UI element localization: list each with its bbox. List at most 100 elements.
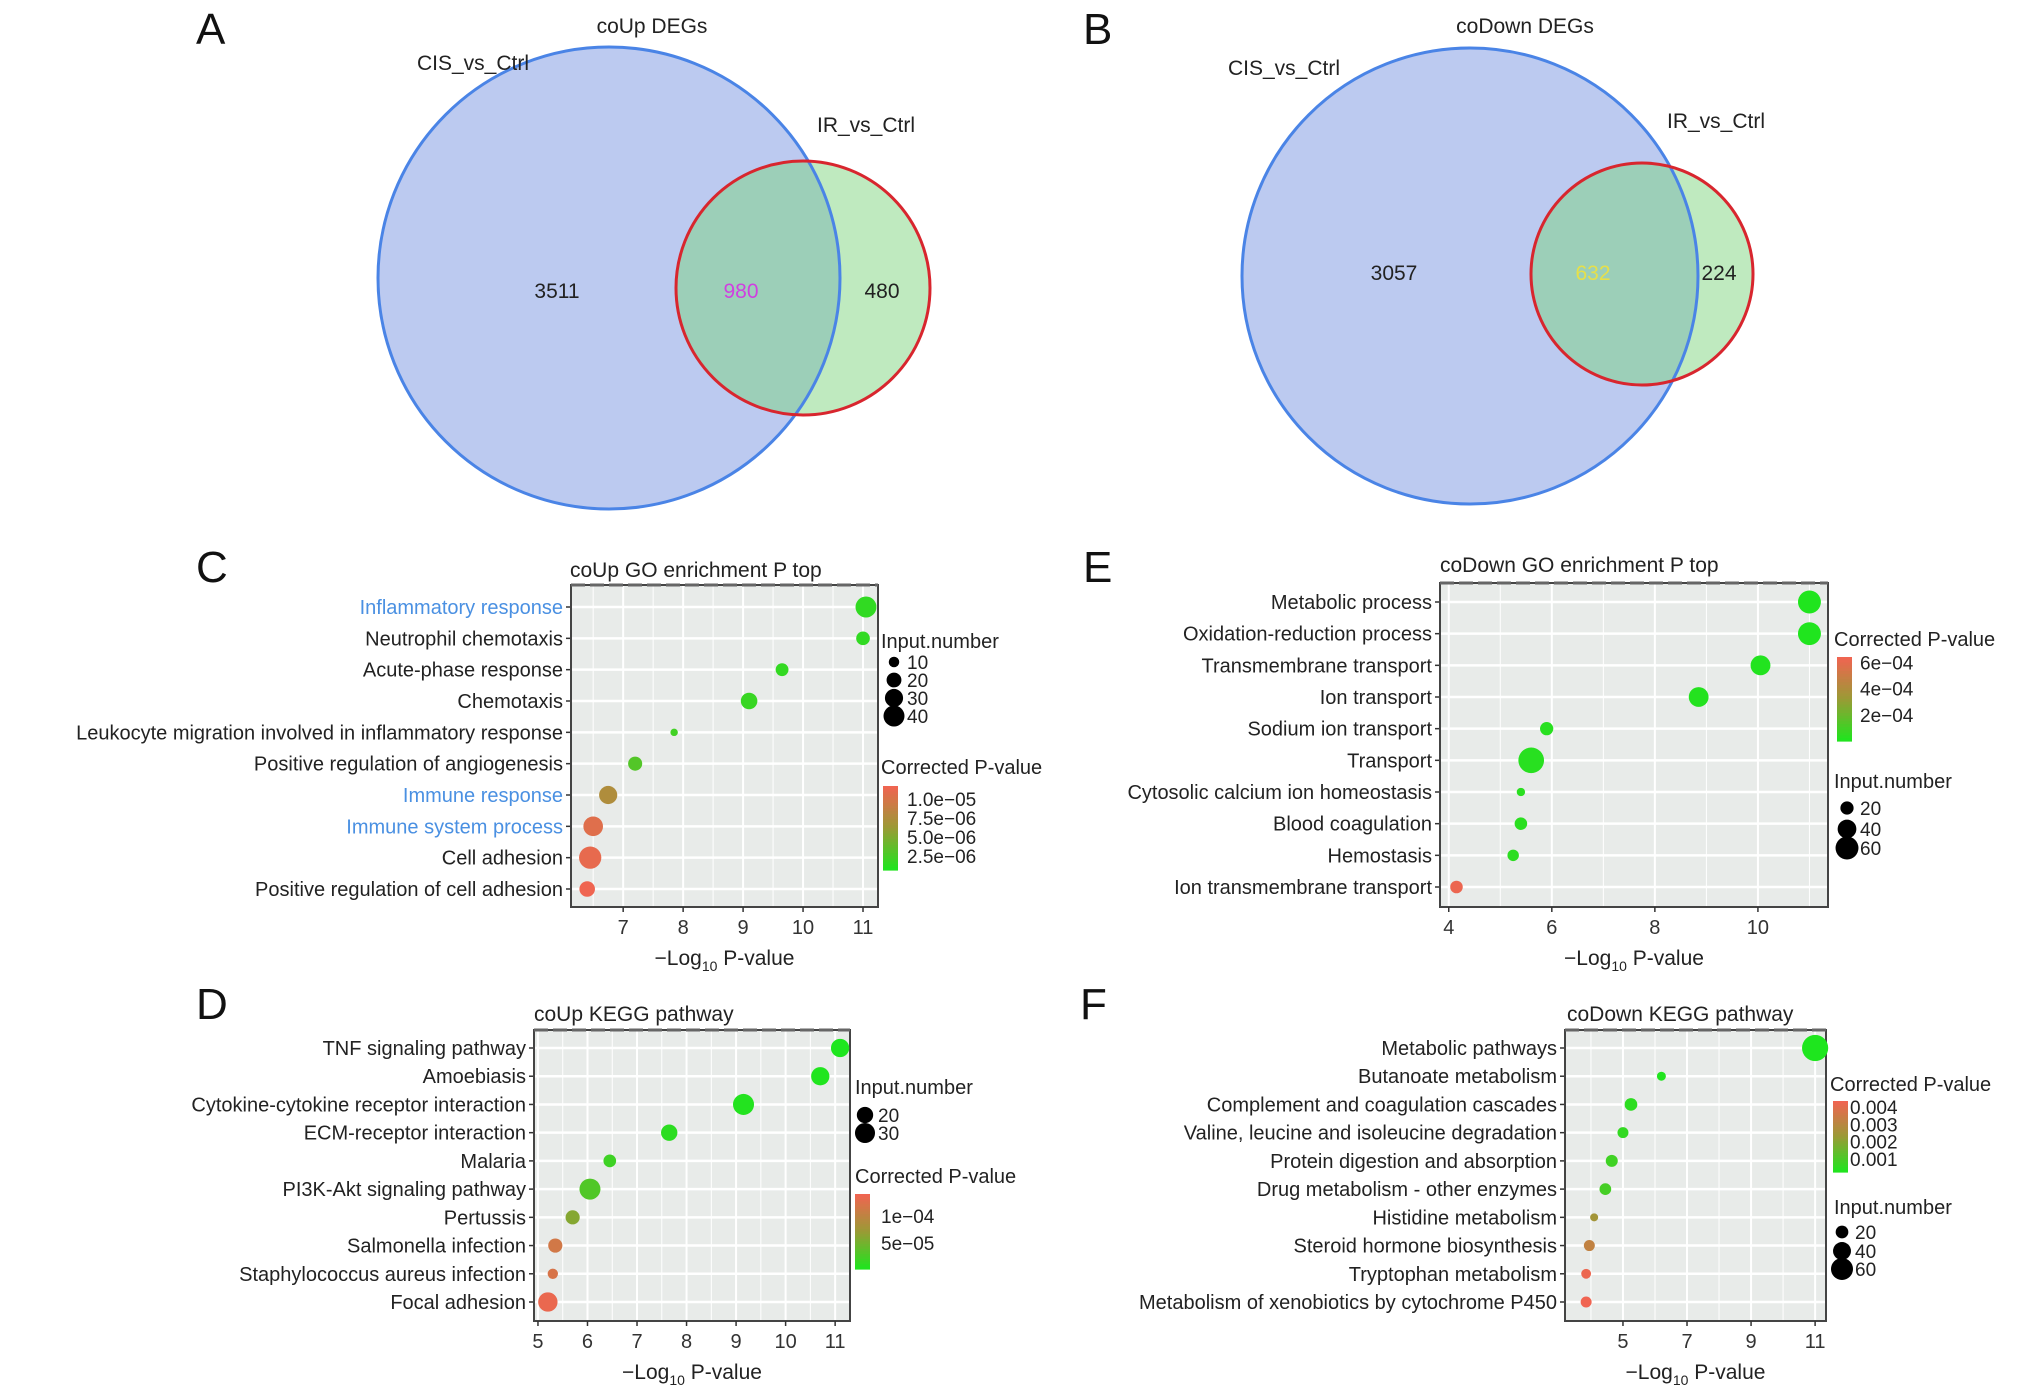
- colorbar-segment: [1837, 685, 1852, 689]
- colorbar-segment: [883, 797, 898, 801]
- colorbar-segment: [1837, 657, 1852, 661]
- colorbar-label: 5.0e−06: [907, 828, 976, 849]
- colorbar-segment: [1833, 1150, 1848, 1154]
- x-tick-label: 5: [1617, 1331, 1628, 1353]
- colorbar-label: 0.001: [1850, 1150, 1898, 1171]
- chart-title: coUp GO enrichment P top: [570, 559, 822, 582]
- y-tick-label: TNF signaling pathway: [323, 1038, 526, 1060]
- colorbar-segment: [1837, 659, 1852, 664]
- venn-left-outline: [1240, 46, 1700, 506]
- x-tick-label: 7: [1681, 1331, 1692, 1353]
- data-point: [732, 1093, 755, 1115]
- data-point: [547, 1268, 558, 1279]
- chart-title: coDown KEGG pathway: [1567, 1003, 1794, 1026]
- colorbar-segment: [1837, 668, 1852, 672]
- data-point: [1516, 787, 1526, 797]
- colorbar-segment: [883, 788, 898, 793]
- y-tick-label: Positive regulation of cell adhesion: [255, 879, 563, 901]
- colorbar-segment: [1837, 707, 1852, 711]
- x-tick-label: 5: [532, 1331, 543, 1353]
- data-point: [579, 1178, 601, 1200]
- size-legend-key: [886, 672, 902, 688]
- x-axis-title-sub: 10: [702, 958, 718, 974]
- y-tick-label: Cell adhesion: [442, 848, 563, 870]
- x-tick-label: 9: [738, 917, 749, 939]
- colorbar-segment: [855, 1201, 870, 1205]
- colorbar-segment: [1837, 704, 1852, 708]
- x-tick-label: 11: [853, 917, 874, 939]
- data-point: [1624, 1098, 1638, 1111]
- colorbar-segment: [1833, 1108, 1848, 1112]
- colorbar-segment: [855, 1234, 870, 1238]
- colorbar-segment: [883, 791, 898, 795]
- x-tick-label: 6: [582, 1331, 593, 1353]
- venn-panel-a: A coUp DEGs CIS_vs_Ctrl IR_vs_Ctrl 3511 …: [196, 5, 932, 511]
- venn-title: coDown DEGs: [1456, 15, 1594, 38]
- data-point: [1617, 1127, 1629, 1139]
- panel-label: C: [196, 543, 228, 592]
- colorbar-segment: [1837, 732, 1852, 736]
- colorbar-segment: [855, 1266, 870, 1270]
- colorbar-segment: [1837, 665, 1852, 669]
- colorbar-segment: [1833, 1169, 1848, 1173]
- plot-panel: [1565, 1030, 1826, 1321]
- colorbar-segment: [1833, 1122, 1848, 1126]
- y-tick-label: Ion transmembrane transport: [1174, 877, 1432, 899]
- y-tick-label: Cytokine-cytokine receptor interaction: [191, 1094, 526, 1116]
- colorbar-segment: [855, 1206, 870, 1210]
- y-tick-label: ECM-receptor interaction: [304, 1123, 526, 1145]
- colorbar-segment: [855, 1226, 870, 1230]
- size-legend-key: [884, 688, 904, 708]
- size-legend-label: 60: [1860, 839, 1881, 860]
- colorbar-segment: [855, 1236, 870, 1240]
- colorbar-segment: [855, 1241, 870, 1245]
- x-tick-label: 10: [774, 1331, 796, 1353]
- colorbar-segment: [1837, 724, 1852, 728]
- x-axis-title-prefix: −Log: [1626, 1361, 1673, 1384]
- x-tick-label: 10: [1747, 917, 1769, 939]
- x-tick-label: 8: [681, 1331, 692, 1353]
- colorbar-segment: [1837, 662, 1852, 666]
- colorbar-segment: [1833, 1112, 1848, 1116]
- y-tick-label: Immune response: [403, 785, 563, 807]
- colorbar-segment: [1837, 676, 1852, 680]
- colorbar-segment: [1833, 1155, 1848, 1159]
- x-axis-title: −Log10 P-value: [655, 947, 795, 974]
- x-axis-title-prefix: −Log: [622, 1361, 669, 1384]
- y-tick-label: Inflammatory response: [360, 597, 563, 619]
- colorbar-label: 0.004: [1850, 1098, 1898, 1119]
- color-legend-title: Corrected P-value: [1830, 1074, 1991, 1096]
- size-legend-title: Input.number: [881, 631, 999, 653]
- venn-set-left-label: CIS_vs_Ctrl: [417, 52, 529, 75]
- y-tick-label: Immune system process: [346, 816, 563, 838]
- colorbar-segment: [1837, 671, 1852, 675]
- venn-right-only-count: 224: [1701, 262, 1736, 285]
- data-point: [1514, 817, 1528, 830]
- colorbar-segment: [1833, 1115, 1848, 1119]
- y-tick-label: Drug metabolism - other enzymes: [1257, 1179, 1557, 1201]
- data-point: [1581, 1268, 1592, 1279]
- colorbar-segment: [855, 1264, 870, 1268]
- data-point: [1599, 1183, 1612, 1195]
- colorbar-segment: [855, 1251, 870, 1255]
- colorbar-segment: [855, 1224, 870, 1228]
- colorbar-segment: [855, 1211, 870, 1215]
- colorbar-label: 5e−05: [881, 1234, 934, 1255]
- venn-left-outline: [376, 45, 842, 511]
- colorbar-segment: [1837, 718, 1852, 722]
- colorbar-segment: [883, 842, 898, 846]
- colorbar-segment: [855, 1261, 870, 1265]
- x-axis-title-sub: 10: [1611, 958, 1627, 974]
- size-legend-key: [856, 1106, 874, 1124]
- panel-label: E: [1083, 543, 1112, 592]
- y-tick-label: Salmonella infection: [347, 1236, 526, 1258]
- colorbar-segment: [1833, 1119, 1848, 1123]
- size-legend-title: Input.number: [1834, 771, 1952, 793]
- y-tick-label: Positive regulation of angiogenesis: [254, 754, 563, 776]
- x-tick-label: 8: [1649, 917, 1660, 939]
- colorbar-segment: [883, 850, 898, 854]
- y-tick-label: Transport: [1347, 750, 1432, 772]
- colorbar-segment: [855, 1229, 870, 1233]
- colorbar-segment: [883, 814, 898, 818]
